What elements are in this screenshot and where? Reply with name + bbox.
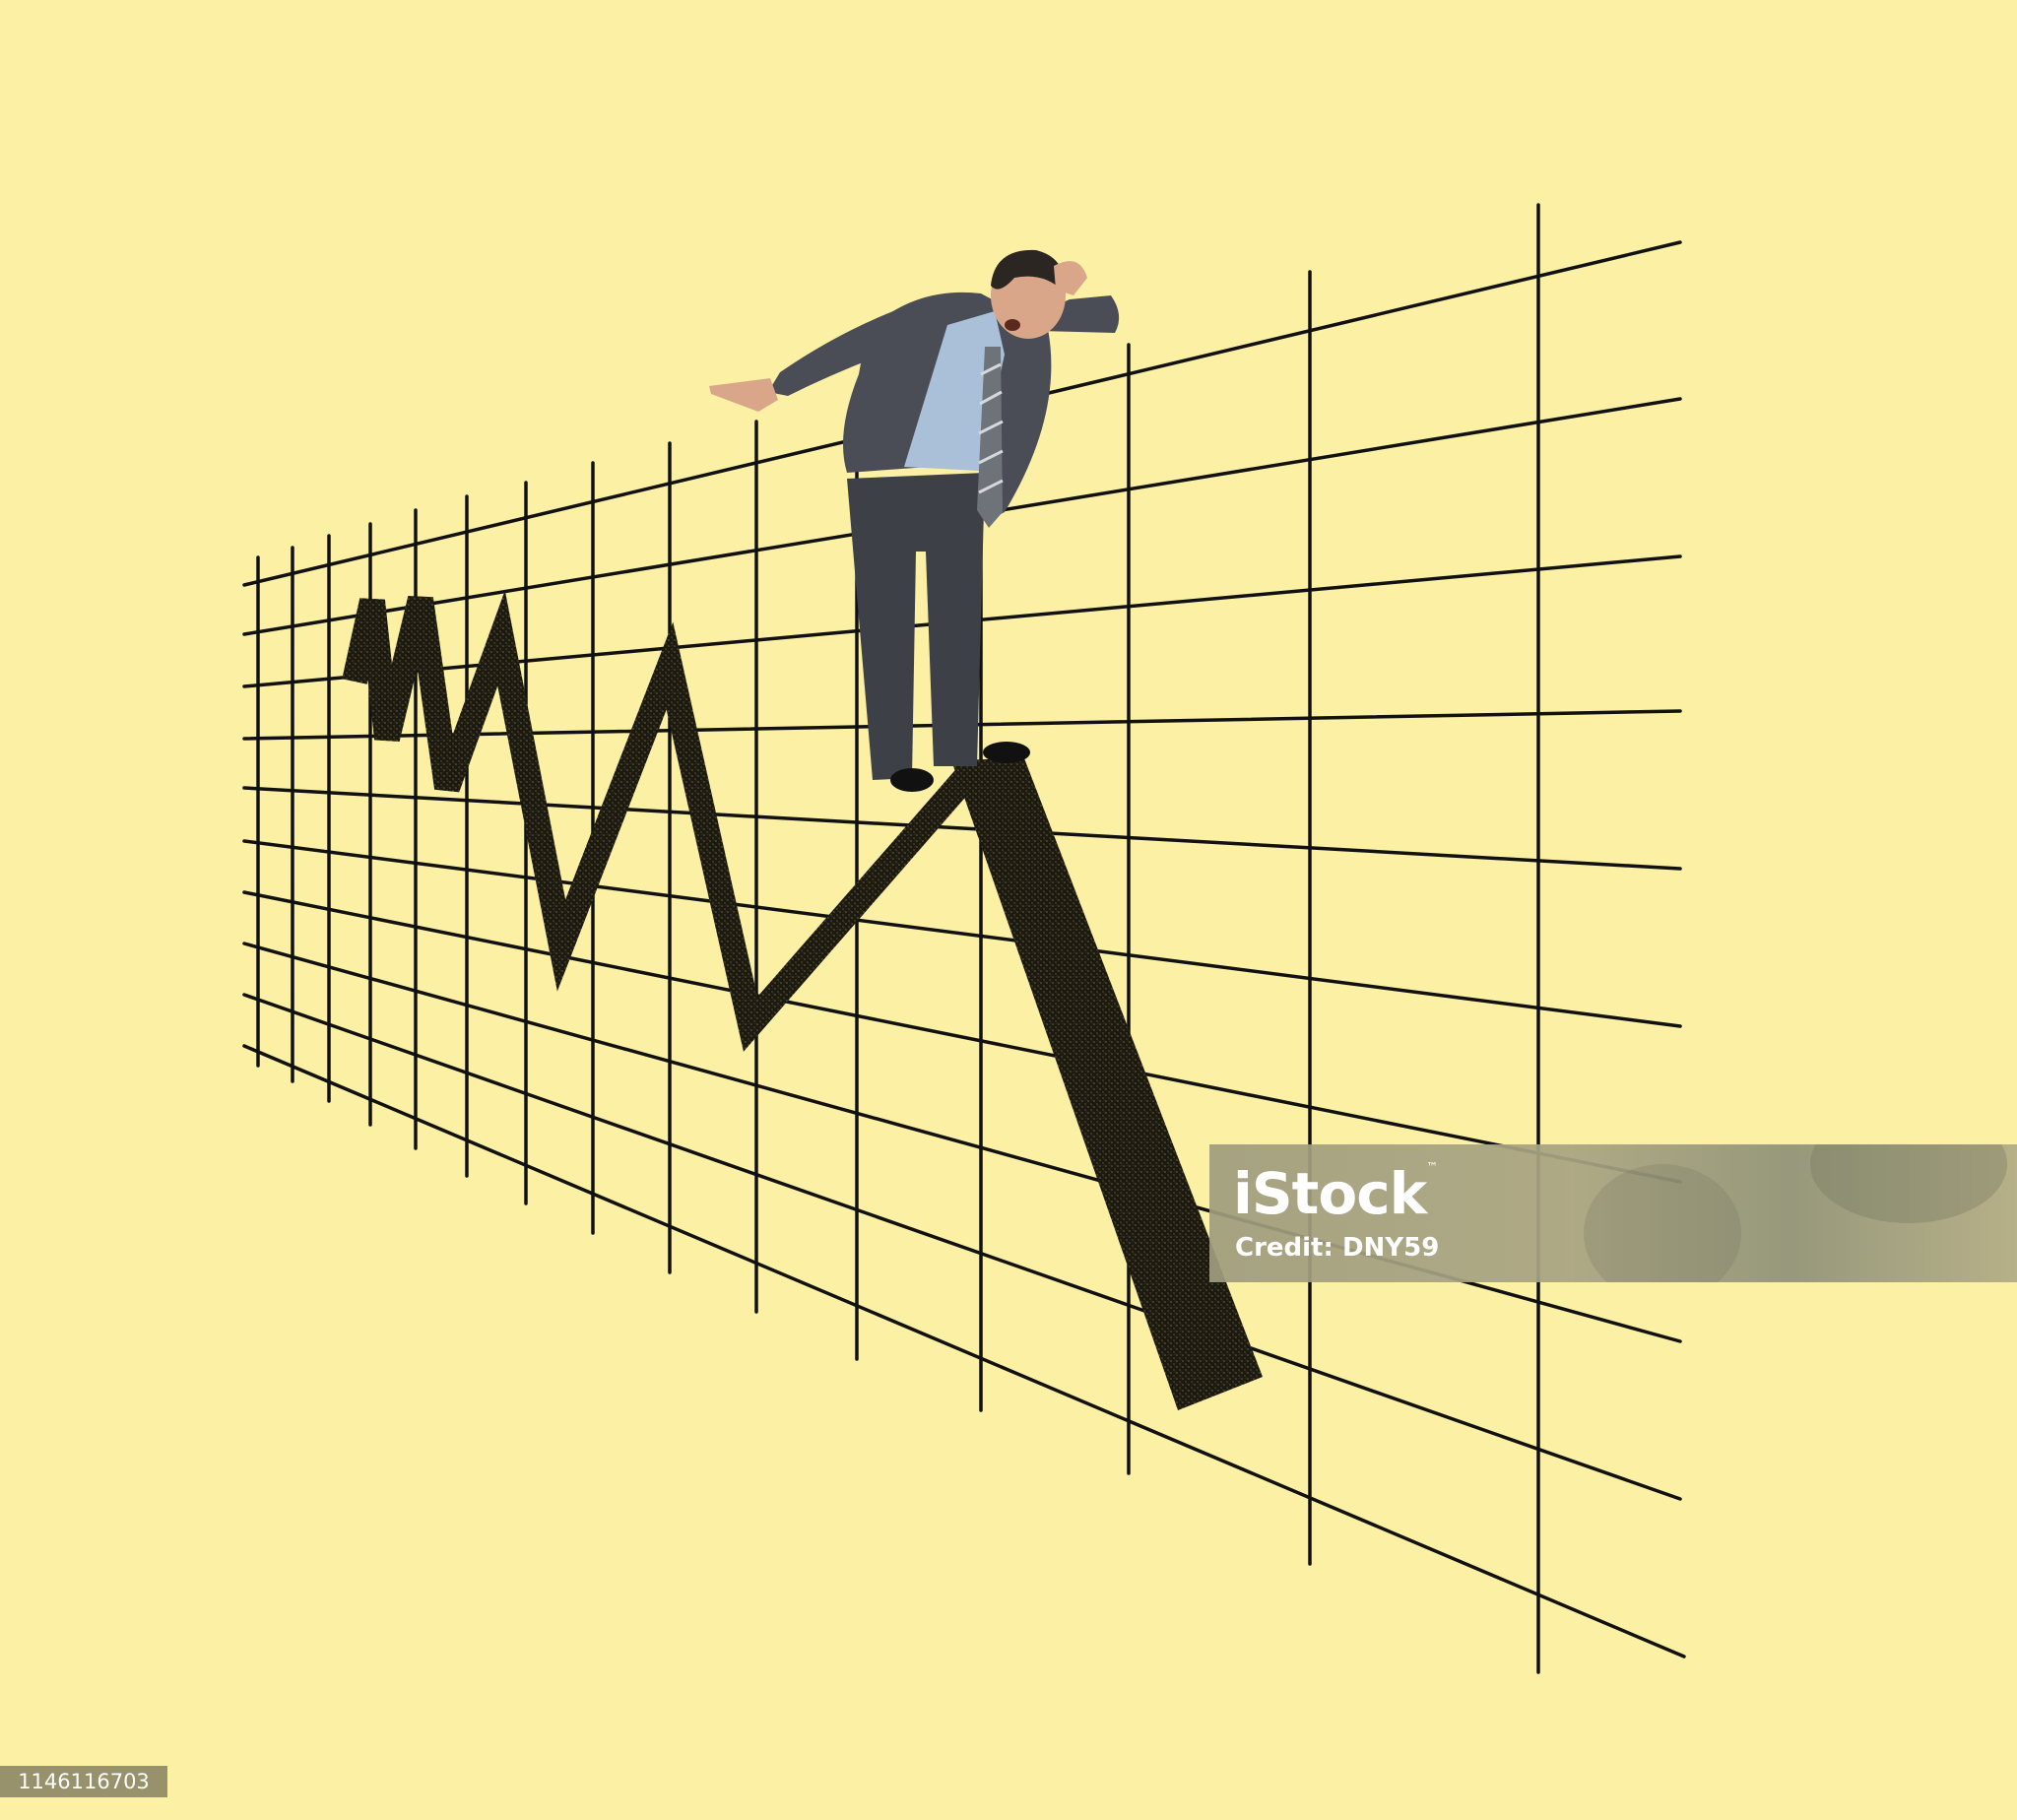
grid-horizontal-line bbox=[242, 993, 1682, 1501]
shirt bbox=[904, 311, 1005, 471]
hand-on-head bbox=[1054, 261, 1087, 295]
istock-logo: iStock™ bbox=[1233, 1160, 1438, 1227]
left-hand bbox=[709, 378, 778, 412]
left-shoe bbox=[890, 768, 934, 792]
grid-horizontal-line bbox=[242, 890, 1682, 1184]
trousers bbox=[847, 473, 985, 780]
grid-horizontal-line bbox=[242, 786, 1682, 871]
businessman-figure bbox=[709, 249, 1120, 792]
watermark-band: iStock™ Credit: DNY59 bbox=[1209, 1144, 2017, 1282]
open-mouth bbox=[1005, 319, 1020, 331]
image-id-label: 1146116703 bbox=[0, 1766, 167, 1797]
right-shoe bbox=[983, 742, 1030, 763]
grid-horizontal-line bbox=[242, 839, 1682, 1028]
credit-text: Credit: DNY59 bbox=[1235, 1233, 1440, 1263]
chart-falling-segment bbox=[951, 758, 1263, 1410]
chart-zigzag-line bbox=[342, 590, 1263, 1410]
extended-arm bbox=[768, 309, 916, 396]
hair bbox=[991, 249, 1065, 292]
grid-horizontal-line bbox=[242, 1044, 1686, 1658]
